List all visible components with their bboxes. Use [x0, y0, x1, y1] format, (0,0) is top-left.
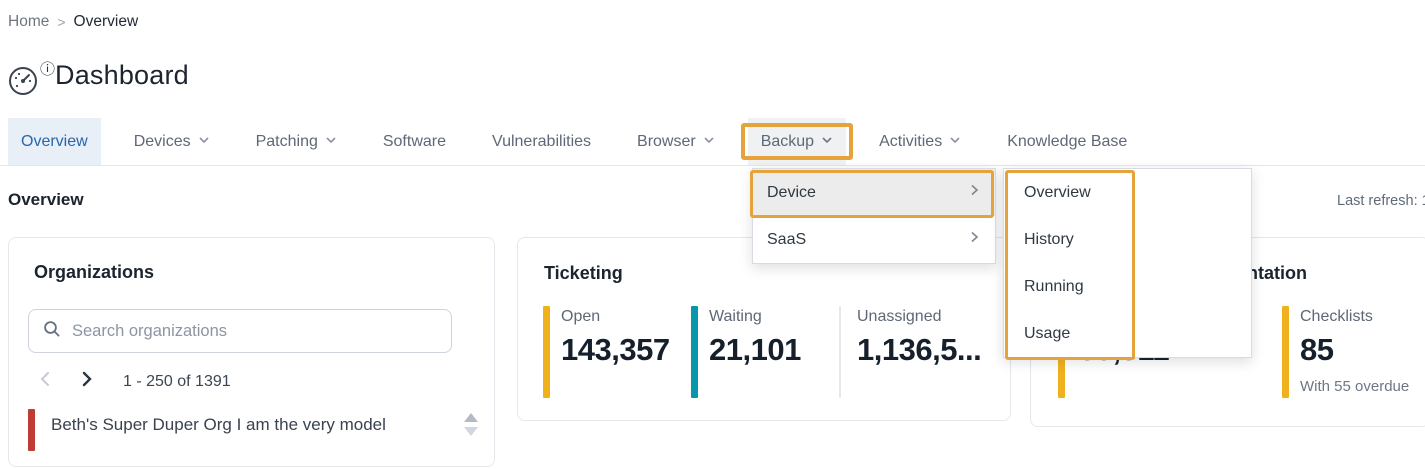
- stat-label: Checklists: [1300, 308, 1373, 325]
- menu-item-device[interactable]: Device: [753, 169, 995, 216]
- stat-subtext: With 55 overdue: [1300, 378, 1410, 395]
- tab-devices[interactable]: Devices: [121, 118, 223, 165]
- menu-item-label: Device: [767, 183, 816, 201]
- menu-item-label: SaaS: [767, 230, 807, 248]
- stat-label: Waiting: [709, 308, 762, 325]
- tab-vulnerabilities[interactable]: Vulnerabilities: [479, 118, 604, 165]
- dashboard-tabbar: Overview Devices Patching Software Vulne…: [0, 118, 1425, 166]
- stat-value: 143,357: [561, 332, 670, 367]
- submenu-item-history[interactable]: History: [1004, 216, 1251, 263]
- org-status-bar: [28, 409, 35, 451]
- breadcrumb-current: Overview: [73, 13, 139, 30]
- stat-value: 85: [1300, 332, 1334, 367]
- page-title-row: ⓘ Dashboard: [8, 60, 189, 101]
- tab-knowledge-base[interactable]: Knowledge Base: [994, 118, 1140, 165]
- organizations-search-input[interactable]: [72, 321, 437, 341]
- sort-down-icon[interactable]: [464, 427, 478, 436]
- breadcrumb-home-link[interactable]: Home: [8, 13, 50, 30]
- org-name: Beth's Super Duper Org I am the very mod…: [51, 415, 386, 434]
- tab-activities[interactable]: Activities: [866, 118, 974, 165]
- tab-label: Backup: [760, 132, 815, 150]
- submenu-item-usage[interactable]: Usage: [1004, 310, 1251, 357]
- info-icon[interactable]: ⓘ: [40, 61, 56, 78]
- menu-item-label: History: [1024, 230, 1074, 248]
- tab-software[interactable]: Software: [370, 118, 459, 165]
- chevron-down-icon: [325, 133, 337, 151]
- tab-label: Software: [382, 132, 446, 150]
- dashboard-page: { "breadcrumb": { "home": "Home", "separ…: [0, 13, 1425, 467]
- organizations-card-title: Organizations: [34, 262, 155, 282]
- stat-bar-yellow: [1282, 306, 1289, 398]
- breadcrumb: Home > Overview: [8, 13, 138, 31]
- tab-label: Knowledge Base: [1007, 132, 1128, 150]
- tab-label: Devices: [133, 132, 191, 150]
- organizations-card: Organizations 1 - 250 of 1391 Beth's Sup…: [8, 237, 495, 467]
- chevron-right-icon[interactable]: [79, 370, 95, 393]
- gauge-icon: [8, 66, 38, 101]
- tab-backup[interactable]: Backup: [740, 118, 854, 165]
- page-title: Dashboard: [55, 60, 189, 90]
- tab-label: Browser: [637, 132, 696, 150]
- ticketing-card-title: Ticketing: [544, 263, 623, 283]
- chevron-left-icon[interactable]: [37, 370, 53, 393]
- chevron-down-icon: [703, 133, 715, 151]
- breadcrumb-separator: >: [57, 14, 66, 30]
- menu-item-label: Usage: [1024, 324, 1071, 342]
- tab-label: Overview: [21, 132, 88, 150]
- chevron-down-icon: [198, 133, 210, 151]
- chevron-down-icon: [821, 133, 833, 151]
- tab-browser[interactable]: Browser: [624, 118, 728, 165]
- stat-label: Unassigned: [857, 308, 942, 325]
- stat-value: 21,101: [709, 332, 801, 367]
- submenu-item-overview[interactable]: Overview: [1004, 169, 1251, 216]
- ticketing-card: Ticketing Open 143,357 Waiting 21,101 Un…: [517, 237, 1011, 421]
- menu-item-saas[interactable]: SaaS: [753, 216, 995, 263]
- chevron-right-icon: [967, 183, 981, 202]
- stat-bar-yellow: [543, 306, 550, 398]
- tab-label: Vulnerabilities: [492, 132, 592, 150]
- stat-label: Open: [561, 308, 601, 325]
- stat-bar-teal: [691, 306, 698, 398]
- tab-patching[interactable]: Patching: [243, 118, 350, 165]
- sort-up-icon[interactable]: [464, 413, 478, 422]
- tab-overview[interactable]: Overview: [8, 118, 101, 165]
- tab-label: Patching: [255, 132, 318, 150]
- menu-item-label: Running: [1024, 277, 1084, 295]
- chevron-down-icon: [949, 133, 961, 151]
- stat-value: 1,136,5...: [857, 332, 982, 367]
- organizations-pagination: 1 - 250 of 1391: [37, 370, 231, 393]
- section-title: Overview: [8, 190, 84, 209]
- sort-arrows[interactable]: [464, 413, 478, 436]
- menu-item-label: Overview: [1024, 183, 1091, 201]
- stat-divider: [839, 306, 841, 398]
- pagination-range: 1 - 250 of 1391: [123, 372, 231, 390]
- submenu-item-running[interactable]: Running: [1004, 263, 1251, 310]
- tab-label: Activities: [879, 132, 943, 150]
- backup-device-submenu: Overview History Running Usage: [1003, 168, 1252, 358]
- last-refresh-text: Last refresh: 1: [1337, 193, 1425, 209]
- search-icon: [43, 320, 61, 343]
- organization-list-item[interactable]: Beth's Super Duper Org I am the very mod…: [28, 409, 478, 469]
- backup-dropdown-menu: Device SaaS: [752, 168, 996, 264]
- chevron-right-icon: [967, 230, 981, 249]
- organizations-search[interactable]: [28, 309, 452, 353]
